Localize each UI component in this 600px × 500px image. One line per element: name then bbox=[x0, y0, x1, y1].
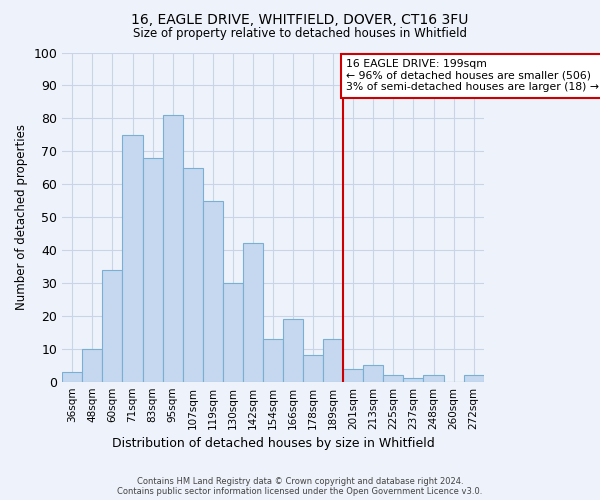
Bar bbox=[182, 168, 203, 382]
Bar bbox=[363, 365, 383, 382]
Bar bbox=[143, 158, 163, 382]
Text: Contains public sector information licensed under the Open Government Licence v3: Contains public sector information licen… bbox=[118, 487, 482, 496]
Bar bbox=[203, 200, 223, 382]
Bar bbox=[403, 378, 424, 382]
Bar bbox=[122, 135, 143, 382]
Bar bbox=[383, 375, 403, 382]
Bar bbox=[243, 244, 263, 382]
Bar bbox=[62, 372, 82, 382]
X-axis label: Distribution of detached houses by size in Whitfield: Distribution of detached houses by size … bbox=[112, 437, 434, 450]
Text: Contains HM Land Registry data © Crown copyright and database right 2024.: Contains HM Land Registry data © Crown c… bbox=[137, 477, 463, 486]
Bar bbox=[103, 270, 122, 382]
Bar bbox=[343, 368, 363, 382]
Bar bbox=[323, 339, 343, 382]
Bar bbox=[283, 319, 303, 382]
Text: 16, EAGLE DRIVE, WHITFIELD, DOVER, CT16 3FU: 16, EAGLE DRIVE, WHITFIELD, DOVER, CT16 … bbox=[131, 12, 469, 26]
Bar bbox=[303, 356, 323, 382]
Bar bbox=[263, 339, 283, 382]
Bar bbox=[82, 349, 103, 382]
Bar bbox=[424, 375, 443, 382]
Bar bbox=[163, 115, 182, 382]
Bar bbox=[223, 283, 243, 382]
Text: Size of property relative to detached houses in Whitfield: Size of property relative to detached ho… bbox=[133, 28, 467, 40]
Bar bbox=[464, 375, 484, 382]
Y-axis label: Number of detached properties: Number of detached properties bbox=[15, 124, 28, 310]
Text: 16 EAGLE DRIVE: 199sqm
← 96% of detached houses are smaller (506)
3% of semi-det: 16 EAGLE DRIVE: 199sqm ← 96% of detached… bbox=[346, 59, 599, 92]
